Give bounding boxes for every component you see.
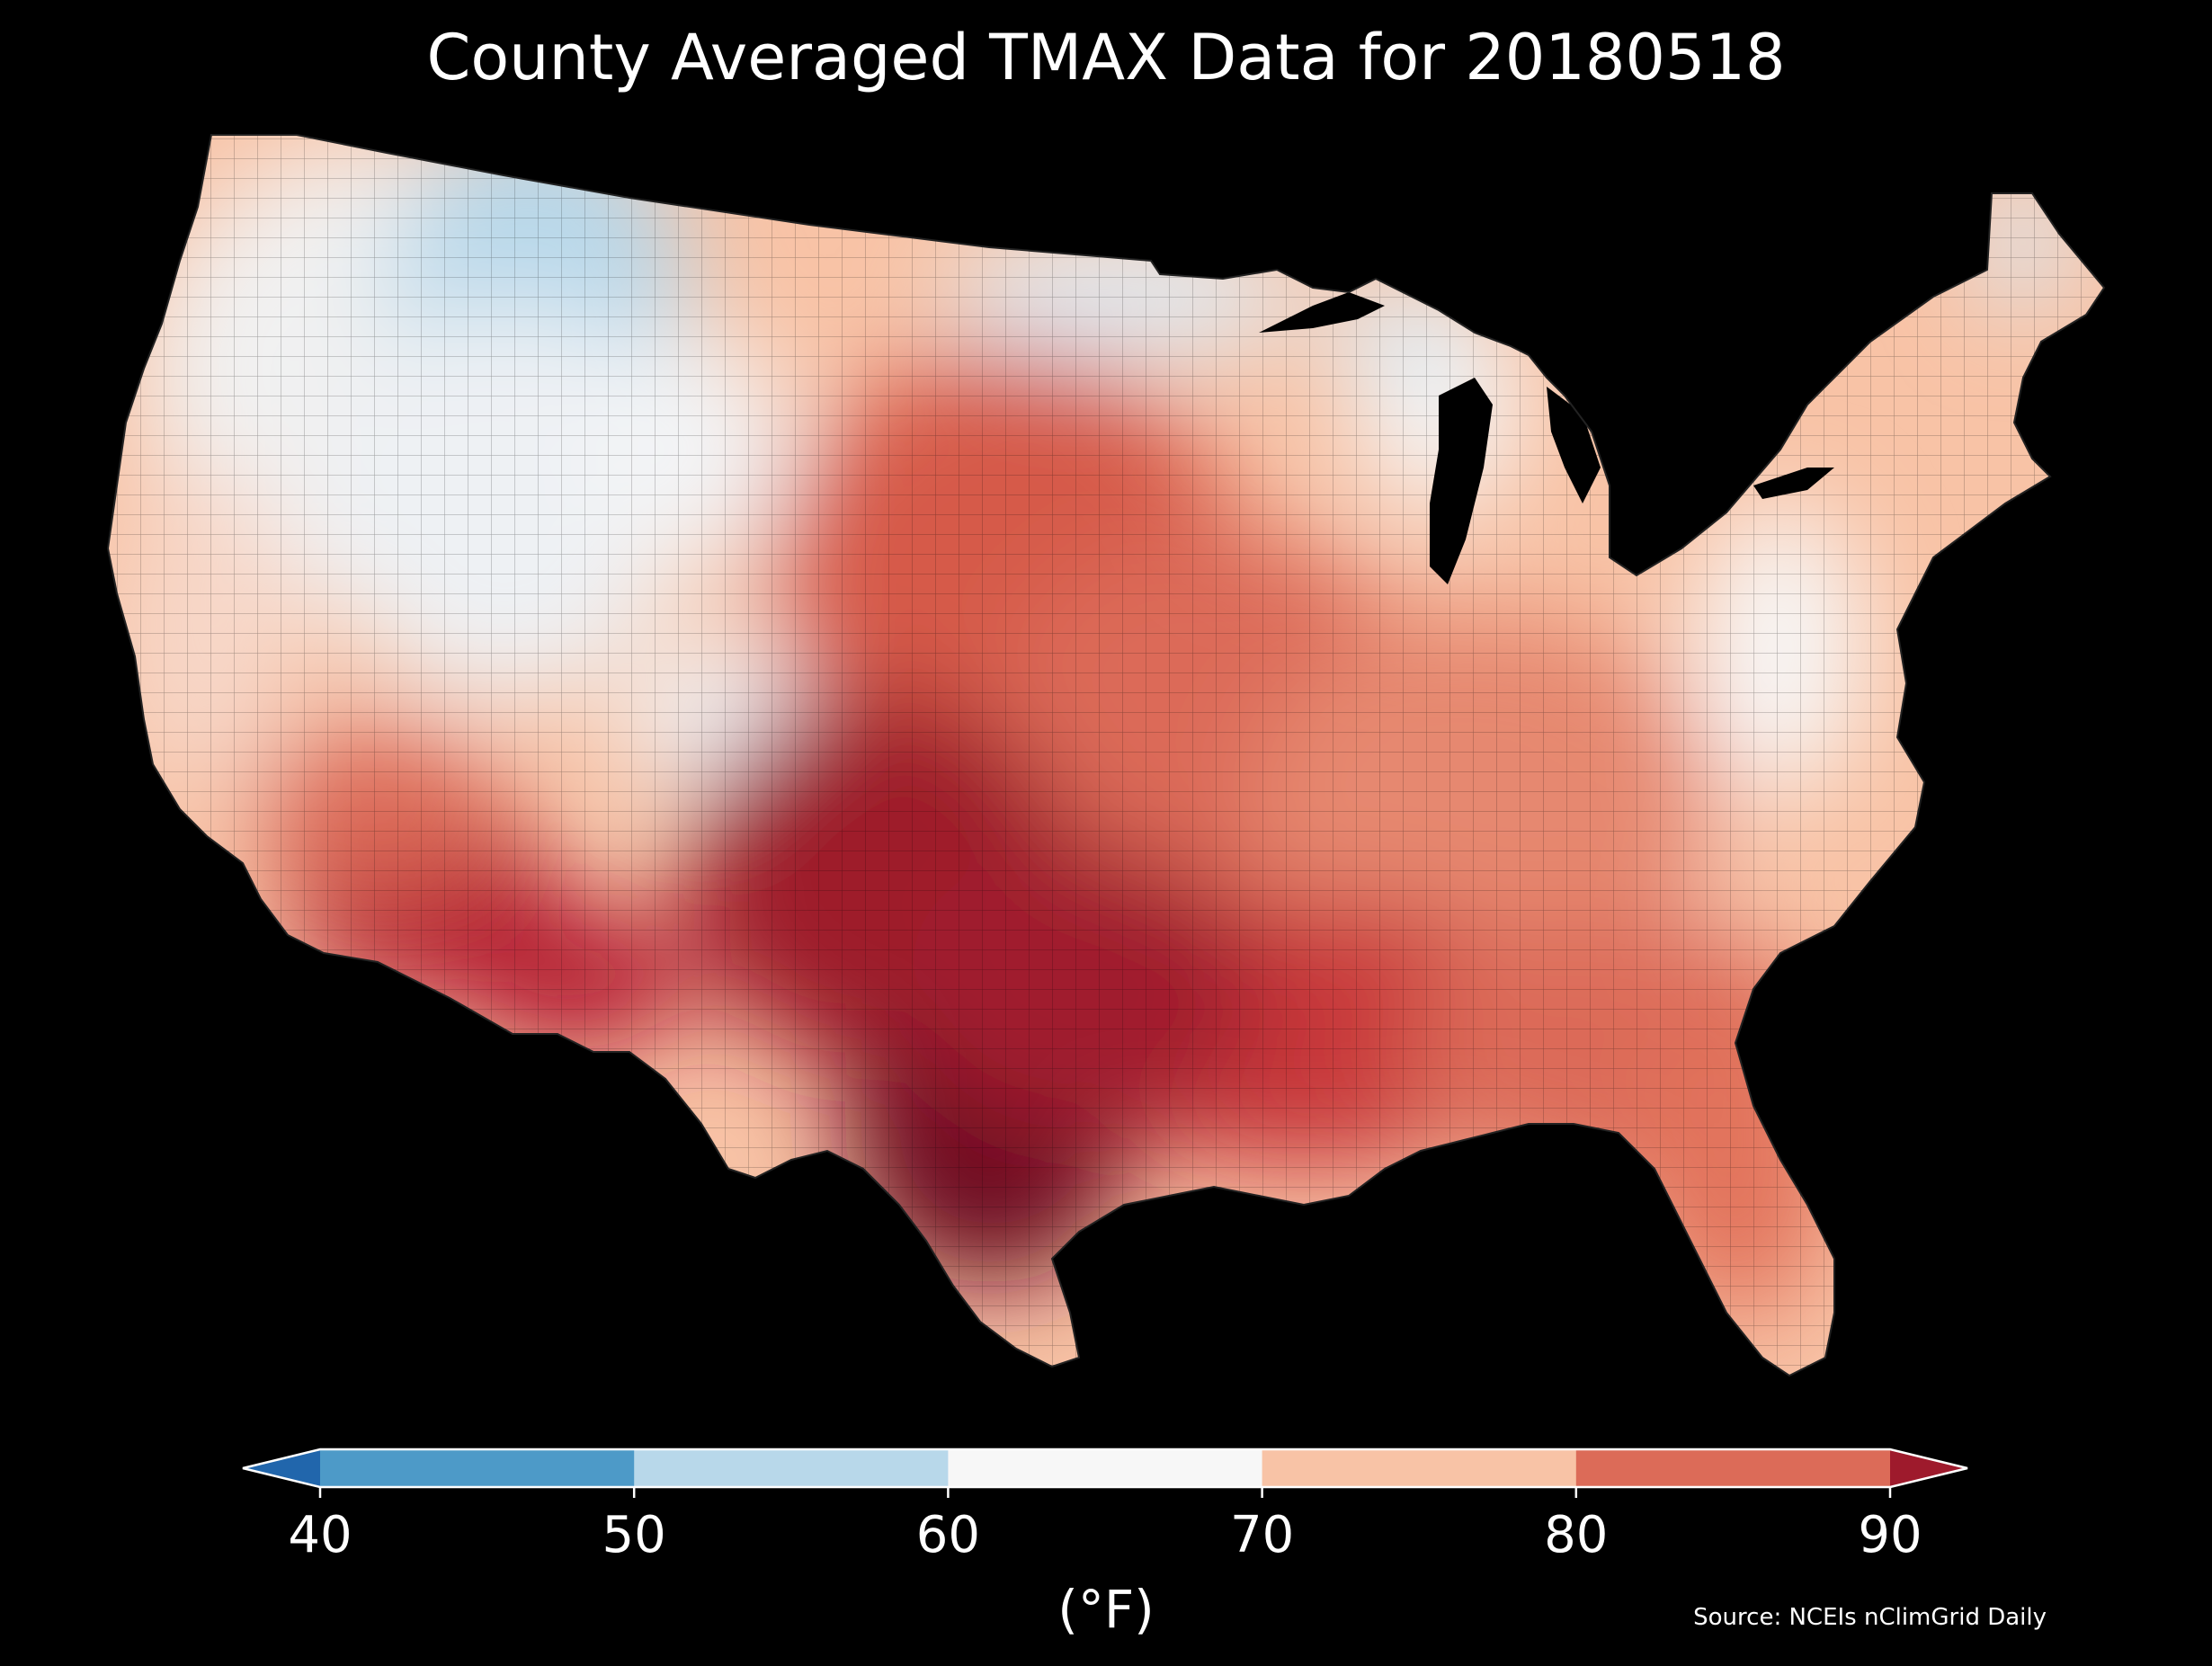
colorbar-tick-label: 50 bbox=[602, 1506, 666, 1564]
colorbar-unit-label: (°F) bbox=[1057, 1579, 1155, 1640]
colorbar-tick-label: 40 bbox=[288, 1506, 352, 1564]
colorbar-bin bbox=[1575, 1449, 1891, 1487]
usa-outline bbox=[106, 134, 2106, 1377]
colorbar-bin bbox=[634, 1449, 949, 1487]
colorbar-bin bbox=[320, 1449, 635, 1487]
map-title: County Averaged TMAX Data for 20180518 bbox=[426, 21, 1786, 94]
great-lakes bbox=[1259, 292, 1834, 584]
colorbar-tick-label: 60 bbox=[915, 1506, 981, 1564]
colorbar-tick-label: 80 bbox=[1544, 1506, 1609, 1564]
source-credit: Source: NCEIs nClimGrid Daily bbox=[1693, 1604, 2047, 1631]
colorbar-bin bbox=[1262, 1449, 1577, 1487]
colorbar-under-arrow bbox=[243, 1449, 320, 1487]
colorbar-over-arrow bbox=[1890, 1449, 1967, 1487]
colorbar-tick-label: 70 bbox=[1229, 1506, 1295, 1564]
colorbar-tick-label: 90 bbox=[1858, 1506, 1922, 1564]
colorbar-bin bbox=[948, 1449, 1263, 1487]
